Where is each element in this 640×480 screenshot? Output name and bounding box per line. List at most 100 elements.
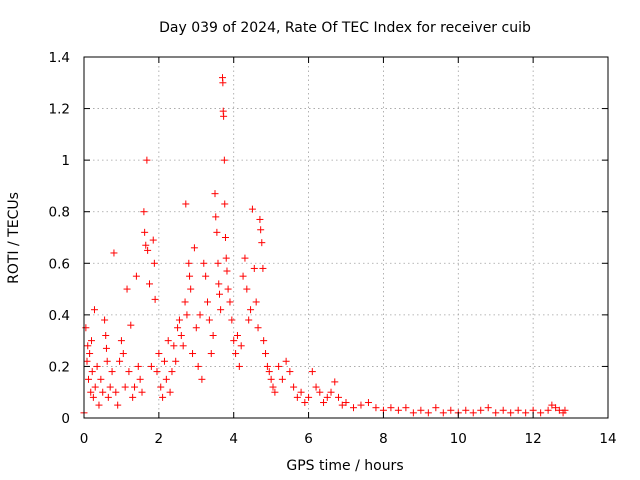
data-point (174, 324, 182, 332)
data-point (275, 362, 283, 370)
y-tick-label: 0.8 (49, 205, 70, 221)
data-point (101, 316, 109, 324)
y-tick-label: 0.4 (49, 308, 70, 324)
data-point (232, 350, 240, 358)
data-point (265, 368, 273, 376)
data-point (215, 290, 223, 298)
data-point (196, 311, 204, 319)
data-point (162, 375, 170, 383)
data-point (267, 375, 275, 383)
data-point (258, 239, 266, 247)
data-point (87, 337, 95, 345)
data-point (544, 406, 552, 414)
y-tick-label: 1.4 (49, 50, 70, 66)
data-point (484, 404, 492, 412)
data-point (257, 226, 265, 234)
data-point (230, 337, 238, 345)
y-axis-title: ROTI / TECUs (6, 192, 22, 284)
x-tick-label: 2 (155, 431, 164, 447)
data-point (164, 337, 172, 345)
data-point (320, 399, 328, 407)
data-point (143, 156, 151, 164)
data-point (245, 316, 253, 324)
grid (84, 57, 608, 418)
data-point (286, 368, 294, 376)
x-tick-label: 6 (304, 431, 313, 447)
data-point (186, 272, 194, 280)
data-point (297, 388, 305, 396)
data-point (217, 306, 225, 314)
data-point (84, 342, 92, 350)
data-point (112, 388, 120, 396)
data-point (269, 383, 277, 391)
data-point (153, 368, 161, 376)
data-point (248, 205, 256, 213)
data-point (200, 259, 208, 267)
data-point (129, 393, 137, 401)
data-point (331, 378, 339, 386)
data-point (293, 393, 301, 401)
data-point (409, 409, 417, 417)
data-point (424, 409, 432, 417)
data-point (149, 236, 157, 244)
data-point (228, 316, 236, 324)
data-point (263, 362, 271, 370)
data-point (150, 259, 158, 267)
data-point (213, 228, 221, 236)
data-point (477, 406, 485, 414)
data-point (170, 342, 178, 350)
data-point (182, 200, 190, 208)
x-tick-label: 12 (525, 431, 542, 447)
data-point (235, 362, 243, 370)
data-point (181, 298, 189, 306)
data-point (447, 406, 455, 414)
data-point (522, 409, 530, 417)
data-point (157, 383, 165, 391)
data-point (202, 272, 210, 280)
data-point (250, 264, 258, 272)
chart-title: Day 039 of 2024, Rate Of TEC Index for r… (159, 20, 531, 36)
data-point (138, 388, 146, 396)
data-point (301, 399, 309, 407)
data-point (237, 342, 245, 350)
data-point (432, 404, 440, 412)
y-tick-label: 1.2 (49, 102, 70, 118)
data-point (151, 295, 159, 303)
data-point (223, 267, 231, 275)
data-point (183, 311, 191, 319)
data-point (119, 350, 127, 358)
y-tick-label: 0.6 (49, 256, 70, 272)
data-point (262, 350, 270, 358)
data-point (155, 350, 163, 358)
data-point (97, 375, 105, 383)
data-point (99, 388, 107, 396)
data-point (278, 375, 286, 383)
data-point (110, 249, 118, 257)
data-point (357, 401, 365, 409)
data-point (316, 388, 324, 396)
data-point (211, 190, 219, 198)
data-point (338, 401, 346, 409)
data-point (205, 316, 213, 324)
data-point (254, 324, 262, 332)
data-point (159, 393, 167, 401)
x-tick-label: 8 (379, 431, 388, 447)
data-point (239, 272, 247, 280)
data-point (127, 321, 135, 329)
x-tick-label: 4 (229, 431, 238, 447)
data-point (221, 200, 229, 208)
data-point (166, 388, 174, 396)
data-point (387, 404, 395, 412)
data-point (204, 298, 212, 306)
data-point (144, 246, 152, 254)
data-point (548, 401, 556, 409)
data-point (282, 357, 290, 365)
data-point (402, 404, 410, 412)
x-tick-label: 10 (450, 431, 467, 447)
data-point (177, 331, 185, 339)
data-point (233, 331, 241, 339)
data-point (241, 254, 249, 262)
data-point (82, 324, 90, 332)
data-point (187, 285, 195, 293)
data-point (147, 362, 155, 370)
